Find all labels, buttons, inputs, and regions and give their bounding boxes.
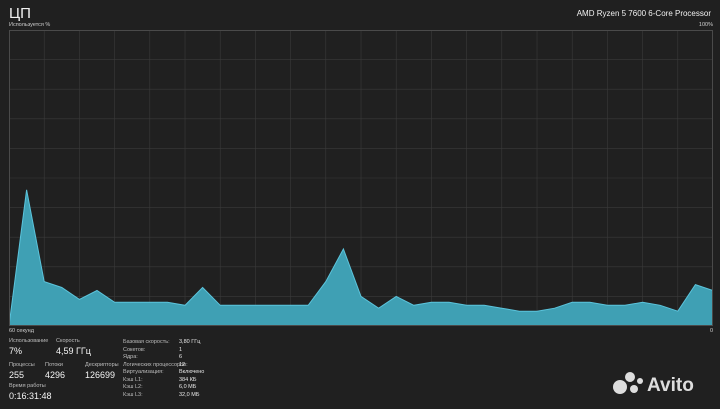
cpu-name: AMD Ryzen 5 7600 6-Core Processor [576,9,711,18]
graph-label-max: 100% [698,22,713,28]
stat-uptime: Время работы 0:16:31:48 [9,383,52,401]
watermark-dot [625,372,635,382]
stat-threads: Потоки 4296 [45,362,65,380]
stat-processes: Процессы 255 [9,362,35,380]
page-title: ЦП [9,5,31,22]
prop-label: Кэш L2: [123,384,143,390]
cpu-usage-graph[interactable] [9,30,713,326]
prop-label: Виртуализация: [123,369,164,375]
cpu-usage-area [9,189,713,326]
stat-threads-label: Потоки [45,362,63,368]
stat-speed-value: 4,59 ГГц [56,346,91,356]
stat-usage-value: 7% [9,346,23,356]
stat-threads-value: 4296 [45,370,66,380]
prop-label: Базовая скорость: [123,339,170,345]
stat-uptime-value: 0:16:31:48 [9,391,52,401]
stat-processes-value: 255 [9,370,25,380]
stat-handles: Дескрипторы 126699 [85,362,119,380]
stat-handles-label: Дескрипторы [85,362,119,368]
stat-usage-label: Использование [9,338,49,344]
prop-label: Логических процессоров: [123,361,188,368]
stat-speed-label: Скорость [56,338,80,344]
graph-label-time: 60 секунд [9,328,34,334]
watermark-text: Avito [647,375,694,396]
graph-label-usage: Используется % [9,22,51,28]
prop-value: 3,80 ГГц [179,339,201,345]
watermark-dot [637,378,643,384]
graph-border [9,30,713,326]
stat-usage: Использование 7% [9,338,48,356]
prop-label: Кэш L3: [123,391,143,398]
prop-label: Кэш L1: [123,376,143,383]
watermark-dot [613,380,627,394]
stat-processes-label: Процессы [9,362,35,368]
stat-handles-value: 126699 [85,370,116,380]
prop-value: 6 [179,354,183,360]
prop-value: 6,0 МБ [179,384,197,390]
watermark-dot [630,385,638,393]
prop-value: 384 КБ [179,376,197,383]
graph-grid [9,30,713,326]
stat-speed: Скорость 4,59 ГГц [56,338,91,356]
stat-uptime-label: Время работы [9,383,46,389]
prop-label: Сокетов: [123,346,146,353]
prop-value: Включено [179,369,205,375]
prop-label: Ядра: [123,354,138,360]
graph-label-zero: 0 [709,328,713,334]
prop-value: 12 [179,361,186,368]
prop-value: 32,0 МБ [179,391,200,398]
prop-value: 1 [179,346,183,353]
avito-watermark: Avito [613,372,694,396]
